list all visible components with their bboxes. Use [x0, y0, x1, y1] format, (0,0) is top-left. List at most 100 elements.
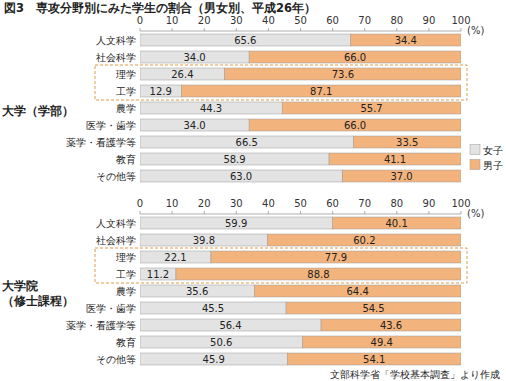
legend-swatch	[470, 145, 480, 155]
category-label: 農学	[116, 103, 136, 114]
tick-label: 0	[137, 15, 143, 26]
tick-label: 40	[262, 198, 275, 209]
bar-segment	[321, 319, 461, 331]
bar-segment	[329, 153, 461, 165]
category-label: 人文科学	[96, 218, 136, 229]
bar-segment	[140, 51, 249, 63]
tick-mark	[332, 211, 333, 214]
bar-segment	[254, 285, 461, 297]
tick-mark	[204, 211, 205, 214]
bar-segment	[140, 285, 254, 297]
bar-segment	[140, 170, 342, 182]
tick-mark	[396, 211, 397, 214]
data-label: 55.7	[360, 103, 382, 114]
tick-mark	[236, 211, 237, 214]
tick-mark	[396, 28, 397, 31]
tick-label: 0	[137, 198, 143, 209]
category-label: その他等	[96, 171, 136, 182]
tick-mark	[140, 28, 141, 31]
tick-mark	[428, 211, 429, 214]
tick-label: 50	[294, 198, 307, 209]
bar-segment	[211, 251, 461, 263]
tick-label: 90	[423, 15, 436, 26]
tick-mark	[172, 28, 173, 31]
data-labels: 65.634.434.066.026.473.612.987.144.355.7…	[150, 35, 419, 182]
category-label: その他等	[96, 354, 136, 365]
bar-segment	[282, 102, 461, 114]
tick-mark	[204, 28, 205, 31]
tick-mark	[364, 211, 365, 214]
category-label: 薬学・看護学等	[66, 320, 136, 331]
category-label: 教育	[116, 154, 136, 165]
data-label: 88.8	[307, 269, 329, 280]
group-label: 大学（学部）	[2, 104, 74, 118]
tick-label: 20	[198, 15, 211, 26]
data-label: 39.8	[193, 235, 215, 246]
bars	[140, 217, 461, 365]
category-label: 社会科学	[96, 52, 136, 63]
bar-segment	[140, 251, 211, 263]
bar-segment	[332, 217, 461, 229]
data-label: 65.6	[234, 35, 256, 46]
legend-swatch	[470, 160, 480, 170]
bars	[140, 34, 461, 182]
bar-segment	[140, 136, 353, 148]
data-label: 73.6	[332, 69, 354, 80]
data-label: 44.3	[200, 103, 222, 114]
bar-segment	[140, 85, 181, 97]
tick-label: 80	[390, 198, 403, 209]
data-label: 26.4	[171, 69, 193, 80]
axis-label: (%)	[467, 208, 484, 219]
bar-segment	[140, 353, 287, 365]
tick-label: 10	[166, 198, 179, 209]
category-label: 理学	[116, 69, 136, 80]
bar-segment	[181, 85, 461, 97]
data-label: 87.1	[310, 86, 332, 97]
bar-segment	[249, 51, 461, 63]
bar-segment	[342, 170, 461, 182]
category-label: 教育	[116, 337, 136, 348]
category-label: 社会科学	[96, 235, 136, 246]
bar-segment	[302, 336, 461, 348]
data-label: 35.6	[186, 286, 208, 297]
data-label: 64.4	[347, 286, 369, 297]
bar-segment	[249, 119, 461, 131]
tick-label: 40	[262, 15, 275, 26]
bar-segment	[140, 302, 286, 314]
data-label: 56.4	[219, 320, 241, 331]
bar-segment	[353, 136, 461, 148]
category-label: 医学・歯学	[86, 120, 136, 131]
tick-label: 20	[198, 198, 211, 209]
data-label: 54.1	[363, 354, 385, 365]
highlight-box	[95, 65, 467, 100]
bar-segment	[140, 153, 329, 165]
data-label: 37.0	[390, 171, 412, 182]
tick-mark	[300, 28, 301, 31]
chart-root: 図3 専攻分野別にみた学生の割合（男女別、平成26年）0102030405060…	[0, 0, 506, 381]
bar-segment	[140, 217, 332, 229]
tick-label: 10	[166, 15, 179, 26]
data-label: 33.5	[396, 137, 418, 148]
bar-segment	[351, 34, 461, 46]
category-label: 理学	[116, 252, 136, 263]
data-label: 40.1	[386, 218, 408, 229]
category-label: 医学・歯学	[86, 303, 136, 314]
tick-label: 70	[358, 198, 371, 209]
tick-mark	[332, 28, 333, 31]
category-label: 人文科学	[96, 35, 136, 46]
group-label: 大学院（修士課程）	[2, 279, 74, 308]
tick-label: 30	[230, 198, 243, 209]
bar-segment	[140, 319, 321, 331]
bar-segment	[140, 268, 176, 280]
bar-segment	[140, 102, 282, 114]
data-label: 49.4	[371, 337, 393, 348]
data-label: 66.0	[344, 52, 366, 63]
bar-segment	[140, 34, 351, 46]
bar-segment	[176, 268, 461, 280]
highlight-box	[95, 248, 467, 283]
data-label: 12.9	[150, 86, 172, 97]
tick-label: 70	[358, 15, 371, 26]
data-label: 66.0	[344, 120, 366, 131]
tick-label: 60	[326, 15, 339, 26]
bar-segment	[140, 68, 225, 80]
